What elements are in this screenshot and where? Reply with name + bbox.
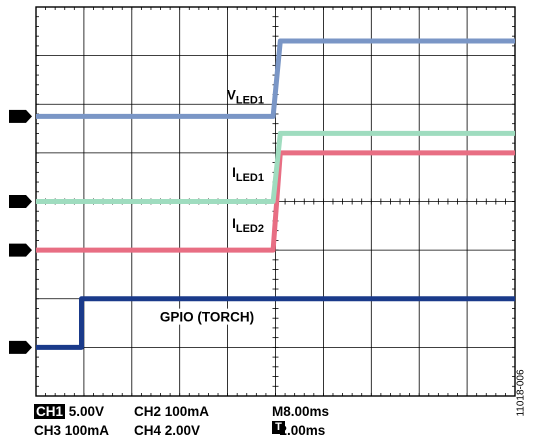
channel-marker-box <box>9 195 26 208</box>
ch3-setting: CH3 100mA <box>34 423 110 438</box>
channel-marker-box <box>9 340 26 354</box>
timebase-setting: M8.00ms <box>272 404 330 419</box>
label-iled2-sub: LED2 <box>236 223 264 235</box>
trace-ch2 <box>36 150 515 253</box>
channel-marker-arrow <box>26 195 32 208</box>
channel-marker-arrow <box>26 109 32 123</box>
trace-ch3 <box>36 130 515 204</box>
channel-marker-box <box>9 243 26 257</box>
label-iled1: ILED1 <box>232 165 264 184</box>
trigger-icon: T <box>272 421 285 434</box>
label-iled2: ILED2 <box>232 216 264 235</box>
channel-marker-2: 2 <box>9 243 32 257</box>
label-gpio: GPIO (TORCH) <box>160 310 254 325</box>
channel-marker-arrow <box>26 243 32 257</box>
ch1-badge: CH1 <box>34 404 66 419</box>
trace-ch4 <box>36 38 515 119</box>
label-iled2-main: I <box>232 216 236 231</box>
ch2-setting: CH2 100mA <box>134 404 210 419</box>
figure-id: 11018-006 <box>514 348 528 438</box>
trigger-setting: T 2.00ms <box>272 421 325 440</box>
channel-marker-number: 4 <box>14 110 21 124</box>
channel-marker-arrow <box>26 340 32 354</box>
label-iled1-sub: LED1 <box>236 172 264 184</box>
trigger-value: 2.00ms <box>279 423 326 438</box>
ch1-value: 5.00V <box>68 404 105 419</box>
label-vled1-main: V <box>227 87 236 102</box>
channel-marker-1: 1 <box>9 341 32 355</box>
figure-id-text: 11018-006 <box>515 369 527 417</box>
channel-marker-number: 3 <box>14 195 21 209</box>
ch4-setting: CH4 2.00V <box>134 423 201 438</box>
traces <box>36 38 515 350</box>
label-iled1-main: I <box>232 165 236 180</box>
channel-marker-number: 2 <box>14 243 21 257</box>
channel-markers: 1 2 3 4 <box>9 110 32 355</box>
channel-marker-3: 3 <box>9 195 32 209</box>
label-gpio-bg <box>148 308 264 325</box>
trace-ch1 <box>36 296 515 350</box>
channel-marker-4: 4 <box>9 110 32 124</box>
channel-marker-box <box>9 109 26 123</box>
ch1-setting: CH1 5.00V <box>34 402 104 421</box>
channel-marker-number: 1 <box>14 341 21 355</box>
label-vled1-sub: LED1 <box>236 94 264 106</box>
label-vled1: VLED1 <box>227 87 264 106</box>
